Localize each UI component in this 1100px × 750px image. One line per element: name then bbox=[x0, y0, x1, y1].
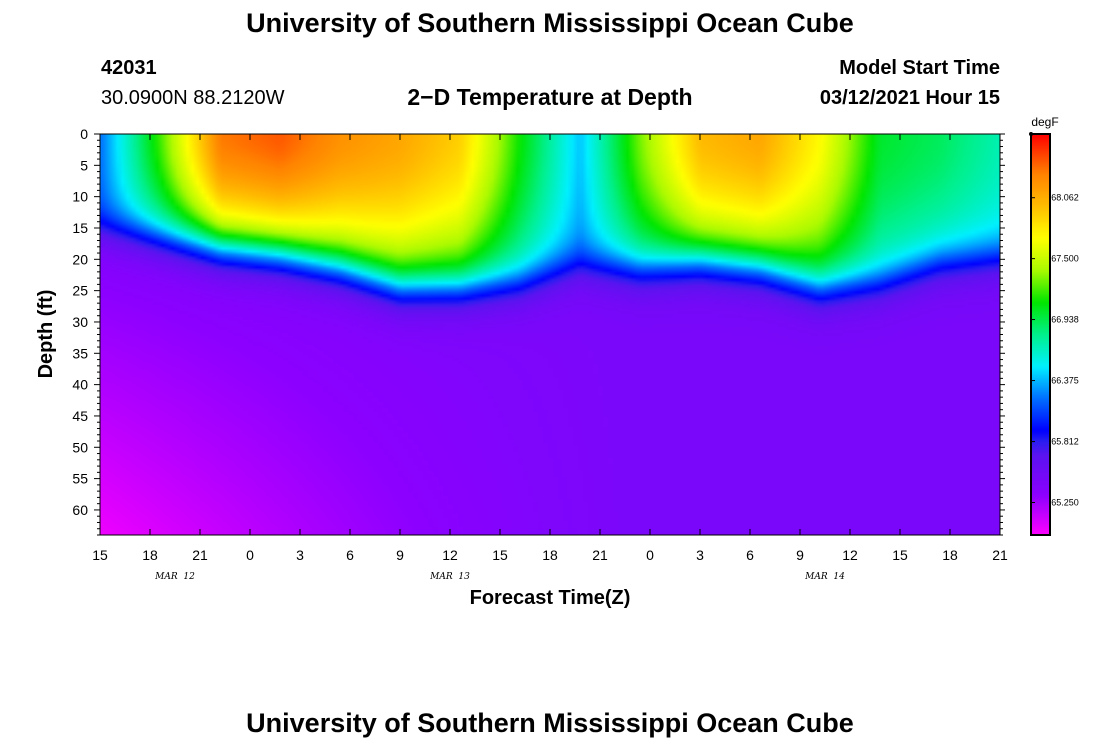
y-tick-label: 15 bbox=[72, 220, 88, 236]
plot-area bbox=[99, 133, 1001, 536]
colorbar-tick-label: 66.938 bbox=[1051, 315, 1079, 325]
x-tick-label: 15 bbox=[892, 547, 908, 563]
date-label: MAR 14 bbox=[804, 572, 845, 582]
page-title: University of Southern Mississippi Ocean… bbox=[246, 8, 854, 38]
y-tick-label: 40 bbox=[72, 377, 88, 393]
model-start-label: Model Start Time bbox=[839, 57, 1000, 79]
chart-subtitle: 2−D Temperature at Depth bbox=[407, 84, 693, 110]
colorbar-tick-label: 65.250 bbox=[1051, 497, 1079, 507]
x-tick-label: 21 bbox=[992, 547, 1008, 563]
date-label: MAR 13 bbox=[429, 572, 470, 582]
temperature-heatmap bbox=[100, 134, 1000, 535]
footer-title: University of Southern Mississippi Ocean… bbox=[246, 708, 854, 738]
colorbar-corner-dot bbox=[1029, 132, 1033, 136]
y-tick-label: 55 bbox=[72, 471, 88, 487]
colorbar-tick-label: 67.500 bbox=[1051, 254, 1079, 264]
x-tick-label: 21 bbox=[592, 547, 608, 563]
x-tick-label: 6 bbox=[346, 547, 354, 563]
model-start-time: 03/12/2021 Hour 15 bbox=[819, 87, 1000, 109]
y-tick-label: 60 bbox=[72, 502, 88, 518]
x-tick-label: 3 bbox=[296, 547, 304, 563]
x-tick-label: 18 bbox=[942, 547, 958, 563]
colorbar-frame bbox=[1030, 133, 1051, 536]
colorbar-unit: degF bbox=[1031, 115, 1058, 129]
x-tick-label: 12 bbox=[842, 547, 858, 563]
x-tick-label: 6 bbox=[746, 547, 754, 563]
x-tick-label: 18 bbox=[142, 547, 158, 563]
y-axis: 0 5 10 15 20 25 30 35 40 45 50 55 60 bbox=[72, 126, 1005, 536]
x-tick-label: 3 bbox=[696, 547, 704, 563]
y-tick-label: 50 bbox=[72, 439, 88, 455]
y-tick-label: 0 bbox=[80, 126, 88, 142]
x-tick-label: 9 bbox=[396, 547, 404, 563]
x-tick-label: 21 bbox=[192, 547, 208, 563]
x-tick-label: 0 bbox=[246, 547, 254, 563]
y-tick-label: 35 bbox=[72, 345, 88, 361]
colorbar-gradient bbox=[1031, 134, 1050, 535]
x-tick-label: 9 bbox=[796, 547, 804, 563]
x-tick-label: 15 bbox=[92, 547, 108, 563]
y-tick-label: 30 bbox=[72, 314, 88, 330]
station-coordinates: 30.0900N 88.2120W bbox=[101, 87, 285, 109]
colorbar-tick-label: 65.812 bbox=[1051, 437, 1079, 447]
station-id: 42031 bbox=[101, 57, 157, 79]
x-tick-label: 18 bbox=[542, 547, 558, 563]
y-tick-label: 45 bbox=[72, 408, 88, 424]
colorbar-tick-label: 68.062 bbox=[1051, 193, 1079, 203]
date-label: MAR 12 bbox=[154, 572, 195, 582]
colorbar-tick-label: 66.375 bbox=[1051, 376, 1079, 386]
y-axis-label: Depth (ft) bbox=[35, 290, 57, 379]
x-tick-label: 15 bbox=[492, 547, 508, 563]
y-tick-label: 5 bbox=[80, 157, 88, 173]
x-axis: 15 18 21 0 3 6 9 12 15 18 21 0 3 6 9 12 15 18 21 MAR 12 MAR … bbox=[92, 134, 1008, 582]
colorbar: degF 68.062 67.500 66.938 66.375 65.812 65.25… bbox=[1029, 115, 1079, 536]
x-tick-label: 0 bbox=[646, 547, 654, 563]
y-tick-label: 20 bbox=[72, 251, 88, 267]
y-tick-label: 10 bbox=[72, 189, 88, 205]
x-tick-label: 12 bbox=[442, 547, 458, 563]
x-axis-label: Forecast Time(Z) bbox=[470, 587, 631, 609]
y-tick-label: 25 bbox=[72, 283, 88, 299]
